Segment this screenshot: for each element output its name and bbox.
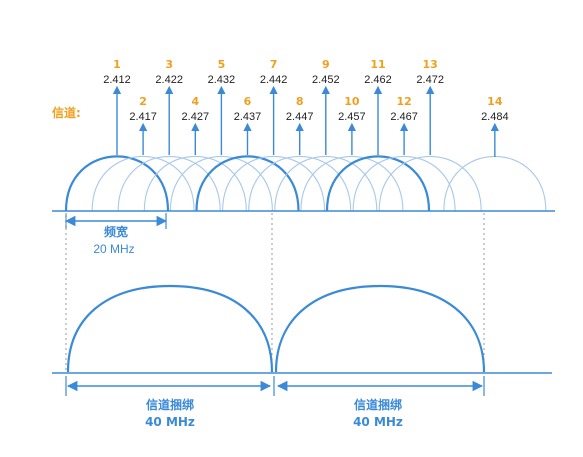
channel-number-14: 14 — [487, 95, 503, 108]
channel-label: 信道: — [52, 105, 81, 120]
channel-freq-2: 2.417 — [129, 111, 157, 123]
channel-number-5: 5 — [218, 58, 226, 71]
channel-freq-13: 2.472 — [416, 74, 444, 86]
channel-arc-3 — [117, 155, 221, 212]
channel-arc-4 — [143, 155, 247, 212]
channel-number-2: 2 — [139, 95, 147, 108]
channel-number-3: 3 — [165, 58, 173, 71]
bonded-label-1: 信道捆绑 — [146, 397, 194, 412]
channel-arc-5 — [169, 155, 273, 212]
channel-freq-1: 2.412 — [103, 74, 131, 86]
bonded-arc-2 — [274, 284, 486, 373]
bonded-label-2: 信道捆绑 — [354, 397, 402, 412]
channel-number-1: 1 — [113, 58, 121, 71]
channel-arc-6 — [195, 155, 300, 212]
channel-arc-9 — [274, 155, 378, 212]
channel-number-8: 8 — [296, 95, 304, 108]
channel-number-4: 4 — [191, 95, 199, 108]
channel-number-11: 11 — [370, 58, 385, 71]
channel-arc-10 — [300, 155, 404, 212]
channel-freq-6: 2.437 — [234, 111, 262, 123]
channel-arcs — [64, 155, 547, 212]
channel-arc-11 — [325, 155, 431, 212]
channel-freq-5: 2.432 — [208, 74, 236, 86]
bonded-arc-1 — [66, 284, 274, 373]
channel-arc-1 — [64, 155, 170, 212]
channel-arc-12 — [352, 155, 456, 212]
channel-freq-7: 2.442 — [260, 74, 288, 86]
channel-number-10: 10 — [344, 95, 360, 108]
channel-arc-13 — [378, 155, 482, 212]
channel-number-13: 13 — [423, 58, 438, 71]
channel-freq-10: 2.457 — [338, 111, 366, 123]
channel-freq-3: 2.422 — [155, 74, 183, 86]
channel-freq-12: 2.467 — [390, 111, 418, 123]
channel-freq-4: 2.427 — [182, 111, 210, 123]
channel-freq-8: 2.447 — [286, 111, 314, 123]
channel-arc-8 — [248, 155, 352, 212]
channel-number-12: 12 — [396, 95, 411, 108]
channel-number-6: 6 — [244, 95, 252, 108]
bonded-value-1: 40 MHz — [145, 415, 195, 429]
channel-number-7: 7 — [270, 58, 278, 71]
bandwidth-label: 频宽 — [104, 224, 128, 239]
channel-number-9: 9 — [322, 58, 330, 71]
channel-freq-14: 2.484 — [481, 111, 509, 123]
channel-freq-11: 2.462 — [364, 74, 392, 86]
channel-markers: 1 2.412 2 2.417 3 2.422 4 2.427 5 2.432 6 2.437 7 2.4… — [103, 58, 509, 157]
channel-arc-2 — [91, 155, 195, 212]
channel-arc-7 — [222, 155, 326, 212]
bandwidth-value: 20 MHz — [93, 242, 134, 256]
bonded-value-2: 40 MHz — [353, 415, 403, 429]
channel-freq-9: 2.452 — [312, 74, 340, 86]
